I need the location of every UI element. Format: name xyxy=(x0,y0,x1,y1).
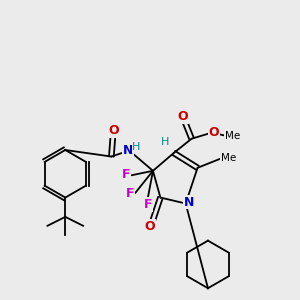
Text: Me: Me xyxy=(225,131,240,141)
Text: H: H xyxy=(132,142,140,152)
Text: F: F xyxy=(125,187,134,200)
Text: Me: Me xyxy=(220,153,236,163)
Text: O: O xyxy=(108,124,119,137)
Text: N: N xyxy=(184,196,194,208)
Text: F: F xyxy=(144,198,152,211)
Text: O: O xyxy=(145,220,155,233)
Text: N: N xyxy=(123,144,134,157)
Text: H: H xyxy=(161,137,169,147)
Text: O: O xyxy=(177,110,188,123)
Text: O: O xyxy=(208,126,219,139)
Text: F: F xyxy=(122,168,130,181)
